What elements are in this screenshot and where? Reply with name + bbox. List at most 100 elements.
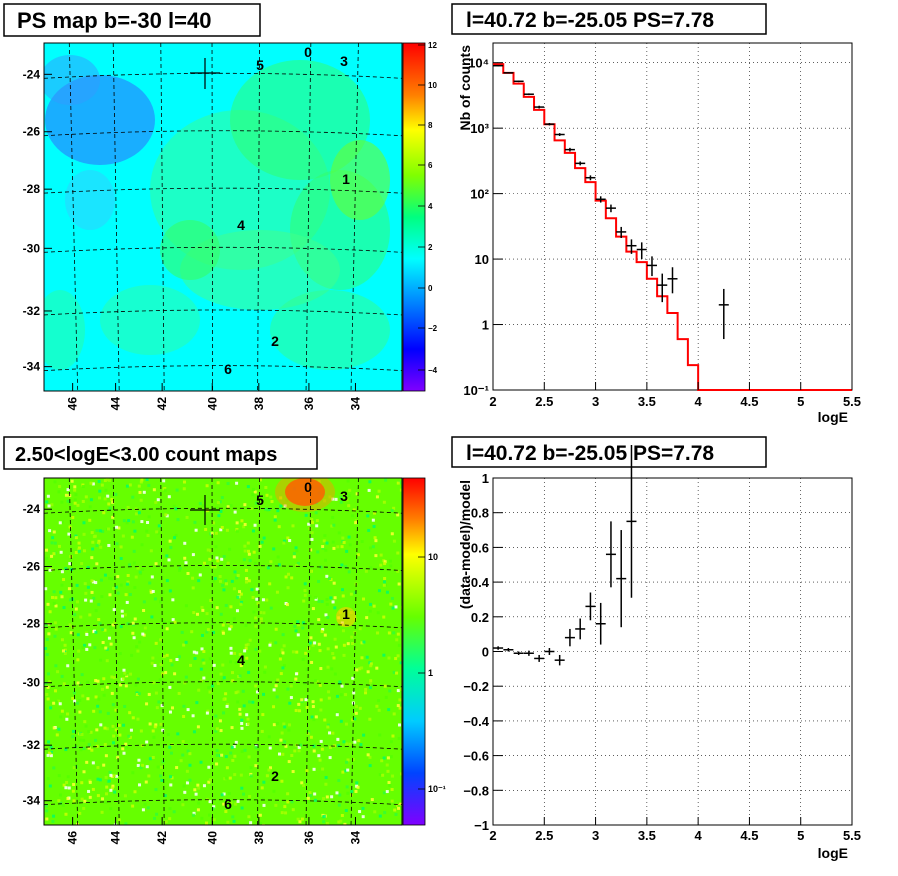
bl-map-noise-pixel [193, 520, 197, 524]
bl-map-x-tick-label: 36 [302, 831, 316, 845]
bl-map-noise-pixel [182, 714, 186, 718]
bl-map-noise-pixel [376, 631, 380, 635]
bl-map-noise-pixel [48, 680, 52, 684]
bl-map-noise-pixel [220, 525, 224, 529]
bl-map-noise-pixel [76, 681, 80, 685]
bl-map-noise-pixel [210, 623, 214, 627]
bl-map-noise-pixel [254, 745, 258, 749]
bl-map-noise-pixel [104, 800, 108, 804]
bl-map-noise-pixel [303, 582, 307, 586]
bl-map-noise-pixel [286, 572, 290, 576]
bl-map-noise-pixel [246, 717, 250, 721]
bl-map-longitude-line [211, 478, 214, 825]
bl-map-noise-pixel [116, 575, 120, 579]
bl-map-noise-pixel [396, 689, 400, 693]
bl-map-noise-pixel [215, 762, 219, 766]
bl-map-noise-pixel [351, 514, 355, 518]
bl-map-noise-pixel [148, 581, 152, 585]
bl-map-noise-pixel [297, 702, 301, 706]
br-y-tick-label: −0.2 [463, 679, 489, 694]
bl-map-noise-pixel [58, 521, 62, 525]
tl-map-x-tick-label: 44 [109, 397, 123, 411]
bl-map-noise-pixel [214, 545, 218, 549]
bl-map-noise-pixel [66, 664, 70, 668]
bl-map-noise-pixel [62, 783, 66, 787]
bl-map-noise-pixel [236, 690, 240, 694]
bl-map-noise-pixel [362, 733, 366, 737]
bl-map-noise-pixel [280, 648, 284, 652]
bl-map-noise-pixel [86, 680, 90, 684]
bl-map-noise-pixel [390, 799, 394, 803]
bl-map-noise-pixel [52, 766, 56, 770]
bl-map-noise-pixel [169, 783, 173, 787]
br-x-tick-label: 4.5 [740, 828, 758, 843]
bl-map-noise-pixel [258, 478, 262, 482]
bl-map-noise-pixel [344, 809, 348, 813]
bl-map-noise-pixel [206, 628, 210, 632]
bl-map-noise-pixel [130, 653, 134, 657]
bl-map-noise-pixel [339, 719, 343, 723]
bl-map-noise-pixel [330, 795, 334, 799]
bl-map-noise-pixel [126, 505, 130, 509]
bl-map-noise-pixel [78, 699, 82, 703]
bl-map-noise-pixel [356, 553, 360, 557]
bl-title-box: 2.50<logE<3.00 count maps [3, 436, 318, 470]
tl-colorbar-tick-label: −4 [428, 366, 438, 375]
bl-map-noise-pixel [218, 575, 222, 579]
bl-map-noise-pixel [240, 726, 244, 730]
bl-map-noise-pixel [400, 654, 402, 658]
bl-map-noise-pixel [276, 678, 280, 682]
bl-map-noise-pixel [266, 508, 270, 512]
bl-map-noise-pixel [64, 493, 68, 497]
bl-map-noise-pixel [52, 601, 56, 605]
bl-map-noise-pixel [269, 495, 273, 499]
bl-map-noise-pixel [192, 650, 196, 654]
bl-map-noise-pixel [337, 820, 341, 824]
bl-map-noise-pixel [245, 577, 249, 581]
bl-map-noise-pixel [123, 704, 127, 708]
bl-map-noise-pixel [52, 530, 56, 534]
bl-map-noise-pixel [366, 670, 370, 674]
bl-map-noise-pixel [292, 555, 296, 559]
bl-map-noise-pixel [397, 804, 401, 808]
bl-map-noise-pixel [251, 595, 255, 599]
bl-map-noise-pixel [211, 684, 215, 688]
bl-map-noise-pixel [155, 706, 159, 710]
bl-map-noise-pixel [261, 598, 265, 602]
bl-map-noise-pixel [368, 764, 372, 768]
bl-map-noise-pixel [173, 672, 177, 676]
bl-map-noise-pixel [245, 713, 249, 717]
bl-map-noise-pixel [239, 602, 243, 606]
bl-map-noise-pixel [118, 652, 122, 656]
bl-map-noise-pixel [325, 598, 329, 602]
bl-map-noise-pixel [135, 692, 139, 696]
bl-map-noise-pixel [235, 529, 239, 533]
bl-map-noise-pixel [382, 791, 386, 795]
bl-map-noise-pixel [390, 788, 394, 792]
bl-map-noise-pixel [314, 679, 318, 683]
bl-map-noise-pixel [145, 702, 149, 706]
bl-map-noise-pixel [125, 484, 129, 488]
bl-map-noise-pixel [344, 769, 348, 773]
bl-map-noise-pixel [172, 504, 176, 508]
bl-map-noise-pixel [343, 494, 347, 498]
bl-map-noise-pixel [199, 760, 203, 764]
bl-map-noise-pixel [312, 749, 316, 753]
bl-map-noise-pixel [374, 539, 378, 543]
bl-map-noise-pixel [360, 641, 364, 645]
bl-map-noise-pixel [331, 515, 335, 519]
bl-map-noise-pixel [173, 620, 177, 624]
bl-map-noise-pixel [347, 535, 351, 539]
br-y-tick-label: −0.6 [463, 749, 489, 764]
tl-map-excess-blob [44, 55, 100, 105]
bl-map-noise-pixel [211, 630, 215, 634]
bl-map-noise-pixel [358, 627, 362, 631]
bl-map-noise-pixel [286, 586, 290, 590]
bl-map-noise-pixel [361, 806, 365, 810]
bl-map-noise-pixel [284, 744, 288, 748]
bl-map-noise-pixel [274, 641, 278, 645]
bl-map-noise-pixel [201, 504, 205, 508]
bl-map-noise-pixel [141, 808, 145, 812]
tl-colorbar-ticks: 12 10 8 6 4 2 0 −2 −4 [418, 41, 438, 375]
